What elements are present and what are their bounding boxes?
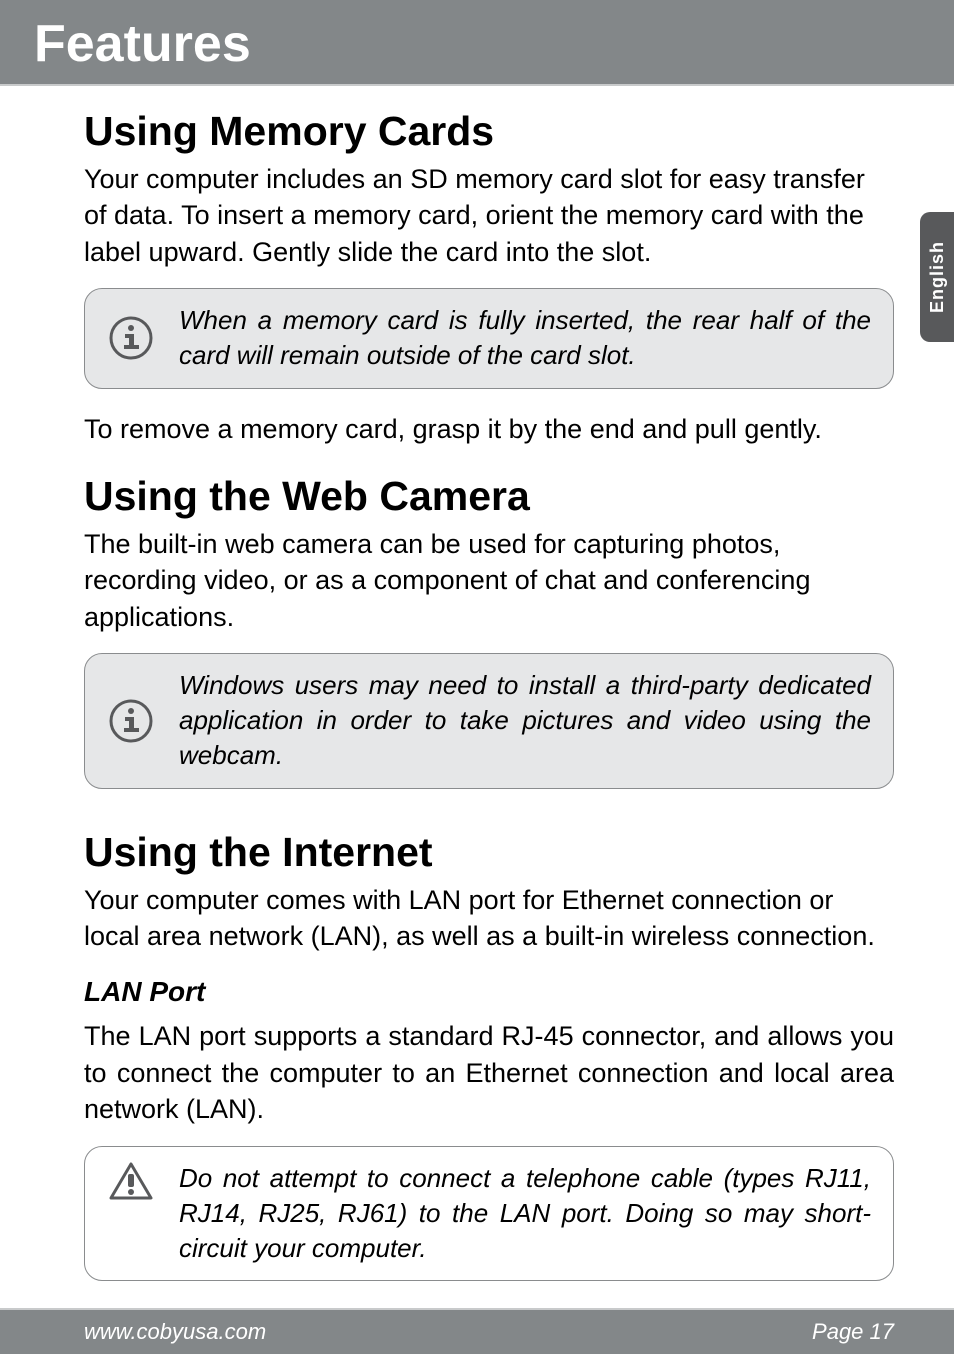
memory-cards-paragraph-1: Your computer includes an SD memory card… xyxy=(84,161,894,270)
chapter-title: Features xyxy=(34,15,251,73)
web-camera-heading: Using the Web Camera xyxy=(84,473,894,520)
memory-card-note-text: When a memory card is fully inserted, th… xyxy=(179,303,871,373)
internet-heading: Using the Internet xyxy=(84,829,894,876)
lan-warning-box: Do not attempt to connect a telephone ca… xyxy=(84,1146,894,1281)
lan-port-paragraph: The LAN port supports a standard RJ-45 c… xyxy=(84,1018,894,1127)
lan-warning-text: Do not attempt to connect a telephone ca… xyxy=(179,1161,871,1266)
page-content: Using Memory Cards Your computer include… xyxy=(0,86,954,1281)
info-icon xyxy=(107,699,155,743)
chapter-title-bar: Features xyxy=(0,0,954,86)
page-footer: www.cobyusa.com Page 17 xyxy=(0,1308,954,1354)
webcam-note-text: Windows users may need to install a thir… xyxy=(179,668,871,773)
webcam-note-box: Windows users may need to install a thir… xyxy=(84,653,894,788)
language-label: English xyxy=(927,241,948,313)
memory-card-note-box: When a memory card is fully inserted, th… xyxy=(84,288,894,388)
memory-cards-heading: Using Memory Cards xyxy=(84,108,894,155)
info-icon xyxy=(107,316,155,360)
footer-page-number: Page 17 xyxy=(812,1319,894,1345)
lan-port-subheading: LAN Port xyxy=(84,976,894,1008)
internet-paragraph-1: Your computer comes with LAN port for Et… xyxy=(84,882,894,955)
memory-cards-paragraph-2: To remove a memory card, grasp it by the… xyxy=(84,411,894,447)
footer-url: www.cobyusa.com xyxy=(84,1319,266,1345)
warning-icon xyxy=(107,1161,155,1203)
web-camera-paragraph-1: The built-in web camera can be used for … xyxy=(84,526,894,635)
language-side-tab: English xyxy=(920,212,954,342)
